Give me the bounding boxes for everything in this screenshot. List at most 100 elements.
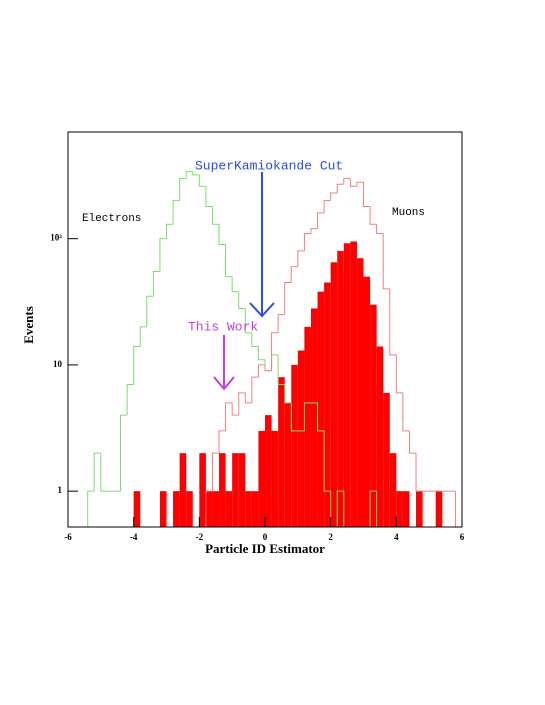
- histogram-step: [205, 490, 213, 527]
- histogram-step: [336, 183, 344, 194]
- histogram-step: [277, 314, 285, 333]
- arrow: [249, 172, 275, 318]
- histogram-step: [244, 392, 252, 404]
- histogram-step: [264, 364, 272, 372]
- bar: [225, 491, 233, 527]
- histogram-step: [211, 206, 220, 225]
- histogram-step: [225, 244, 233, 278]
- bar: [402, 491, 410, 527]
- y-tick-label: 1: [58, 485, 63, 495]
- annotation: This Work: [188, 319, 258, 334]
- histogram-step: [238, 392, 246, 416]
- x-tick-label: -2: [196, 532, 204, 542]
- histogram-step: [343, 177, 351, 185]
- bar: [258, 430, 265, 527]
- bar: [205, 491, 213, 527]
- histogram-step: [284, 281, 292, 315]
- histogram-step: [257, 346, 265, 361]
- histogram-step: [251, 332, 259, 347]
- bar: [330, 262, 338, 527]
- histogram-step: [363, 182, 371, 207]
- y-tick-label: 10: [53, 359, 63, 369]
- bar: [199, 453, 206, 527]
- bar: [310, 308, 318, 527]
- bar: [278, 377, 285, 527]
- bar: [284, 402, 292, 527]
- bar: [370, 304, 377, 527]
- x-tick-label: 6: [460, 532, 465, 542]
- y-tick-label: 10²: [50, 233, 62, 243]
- histogram-step: [290, 266, 298, 283]
- histogram-step: [87, 490, 95, 527]
- histogram-step: [146, 295, 154, 327]
- bar: [304, 326, 311, 527]
- bar: [186, 491, 193, 527]
- histogram-step: [323, 200, 331, 213]
- histogram-step: [152, 270, 160, 297]
- bar: [350, 241, 357, 527]
- bar: [389, 453, 397, 527]
- histogram-step: [205, 186, 213, 207]
- bar: [245, 491, 252, 527]
- histogram-step: [323, 430, 331, 492]
- bar: [356, 258, 364, 527]
- bar: [179, 453, 187, 527]
- histogram-step: [297, 250, 305, 267]
- histogram-step: [185, 171, 193, 179]
- histogram-step: [218, 430, 226, 454]
- x-tick-label: -6: [64, 532, 72, 542]
- bar: [396, 491, 403, 527]
- histogram-step: [192, 171, 200, 176]
- histogram-step: [303, 402, 311, 431]
- bar: [133, 491, 141, 527]
- annotation: SuperKamiokande Cut: [195, 158, 343, 173]
- x-tick-label: 4: [394, 532, 399, 542]
- histogram-step: [408, 430, 417, 454]
- histogram-step: [166, 223, 174, 239]
- histogram-step: [356, 181, 364, 187]
- bar: [173, 491, 180, 527]
- histogram-step: [317, 212, 325, 229]
- histogram-step: [93, 452, 101, 492]
- bar: [232, 453, 239, 527]
- y-axis-label: Events: [21, 306, 36, 344]
- bar: [337, 250, 344, 527]
- bar: [291, 364, 298, 527]
- histogram-step: [317, 402, 325, 432]
- histogram-step: [290, 402, 298, 432]
- annotation: Electrons: [82, 213, 141, 225]
- bar: [265, 415, 272, 527]
- histogram-step: [244, 308, 252, 334]
- bar: [271, 430, 279, 527]
- histogram-step: [231, 276, 239, 293]
- histogram-step: [277, 354, 285, 385]
- bar: [212, 491, 220, 527]
- x-tick-label: -4: [130, 532, 138, 542]
- bar: [435, 491, 443, 527]
- histogram-step: [159, 238, 167, 272]
- histogram-step: [225, 402, 233, 431]
- x-tick-label: 2: [328, 532, 333, 542]
- plot-area: [68, 171, 462, 528]
- annotation: Muons: [392, 207, 425, 219]
- histogram-step: [336, 490, 344, 527]
- x-tick-label: 0: [263, 532, 268, 542]
- histogram-step: [389, 288, 397, 356]
- histogram-step: [198, 174, 206, 187]
- histogram-step: [120, 414, 128, 492]
- histogram-step: [415, 453, 423, 492]
- bar: [416, 491, 423, 527]
- histogram-step: [139, 326, 147, 347]
- histogram-step: [382, 233, 390, 290]
- histogram-step: [179, 177, 187, 201]
- bar: [159, 491, 167, 527]
- bar: [219, 453, 226, 527]
- bar: [297, 350, 305, 527]
- bar: [343, 243, 351, 527]
- histogram-step: [284, 384, 292, 404]
- arrow: [213, 335, 235, 391]
- histogram-step: [100, 453, 108, 492]
- histogram-step: [231, 402, 239, 416]
